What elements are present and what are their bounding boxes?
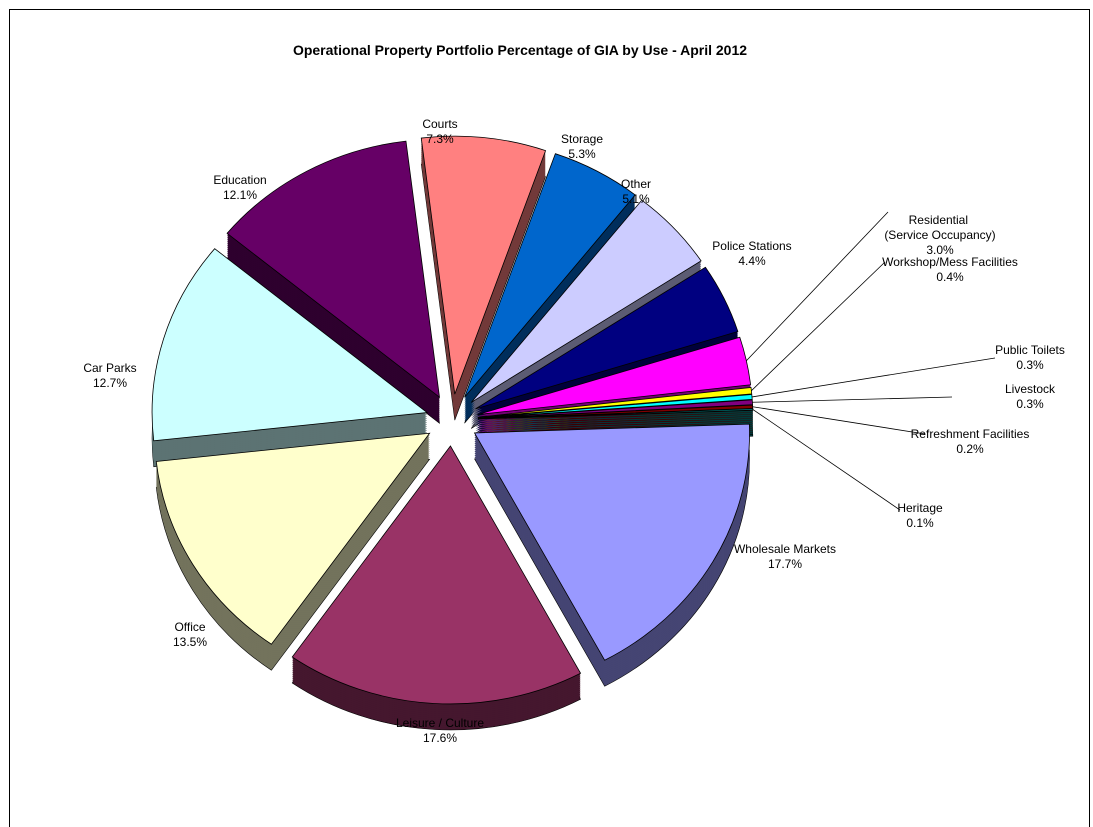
chart-frame <box>9 9 1090 827</box>
slice-top <box>470 199 702 403</box>
value-label: 0.1% <box>906 516 934 530</box>
slice-top <box>477 394 753 419</box>
slice-top <box>420 135 547 395</box>
slice-label: Residential (Service Occupancy) <box>884 213 995 242</box>
slice-sides <box>151 135 754 731</box>
slice-label: Storage <box>561 132 603 146</box>
leader-line <box>751 261 886 391</box>
slice-label: Wholesale Markets <box>734 542 836 556</box>
slice-label: Workshop/Mess Facilities <box>882 255 1018 269</box>
value-label: 13.5% <box>173 635 207 649</box>
leader-line <box>752 396 953 403</box>
slice-label: Office <box>174 620 205 634</box>
leader-line <box>752 406 926 435</box>
slice-top <box>477 336 752 415</box>
value-label: 17.6% <box>423 731 457 745</box>
slice-label: Courts <box>422 117 457 131</box>
slice-label: Other <box>621 177 651 191</box>
value-label: 0.3% <box>1016 358 1044 372</box>
value-label: 7.3% <box>426 132 454 146</box>
chart-title: Operational Property Portfolio Percentag… <box>293 42 747 58</box>
slice-label: Refreshment Facilities <box>911 427 1030 441</box>
value-label: 4.4% <box>738 254 766 268</box>
slice-side <box>477 416 753 428</box>
slice-label: Car Parks <box>83 361 136 375</box>
slice-side <box>477 412 753 424</box>
leader-line <box>752 409 901 511</box>
slice-top <box>473 423 750 661</box>
value-label: 3.0% <box>926 243 954 257</box>
slice-label: Education <box>213 173 266 187</box>
slice-side <box>477 420 753 432</box>
slice-top <box>464 153 636 398</box>
value-label: 12.1% <box>223 188 257 202</box>
slice-label: Livestock <box>1005 382 1056 396</box>
slice-side <box>477 418 753 430</box>
slice-side <box>477 414 753 426</box>
slice-top <box>155 432 431 645</box>
slice-top <box>226 140 441 399</box>
value-label: 5.3% <box>568 147 596 161</box>
slice-top <box>477 408 754 420</box>
leader-line <box>746 211 889 362</box>
slice-label: Heritage <box>897 501 943 515</box>
value-label: 12.7% <box>93 376 127 390</box>
value-label: 0.3% <box>1016 397 1044 411</box>
slice-top <box>291 445 582 705</box>
value-label: 17.7% <box>768 557 802 571</box>
slice-top <box>475 266 739 410</box>
value-label: 0.2% <box>956 442 984 456</box>
slice-label: Leisure / Culture <box>396 716 484 730</box>
slice-top <box>151 248 429 442</box>
slice-side <box>477 410 753 422</box>
leader-line <box>751 357 996 398</box>
slice-label: Public Toilets <box>995 343 1065 357</box>
value-label: 5.1% <box>622 192 650 206</box>
value-label: 0.4% <box>936 270 964 284</box>
slice-label: Police Stations <box>712 239 791 253</box>
